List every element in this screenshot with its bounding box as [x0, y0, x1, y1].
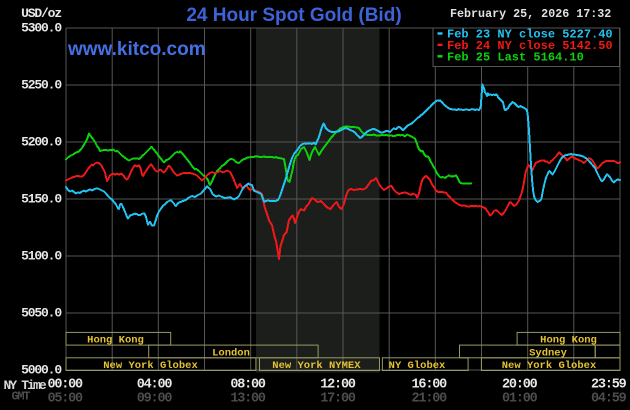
- svg-text:24 Hour Spot Gold (Bid): 24 Hour Spot Gold (Bid): [186, 5, 401, 26]
- svg-text:5300.0: 5300.0: [21, 21, 62, 36]
- svg-text:New York NYMEX: New York NYMEX: [272, 360, 361, 372]
- svg-text:05:00: 05:00: [47, 391, 83, 406]
- svg-text:5100.0: 5100.0: [21, 249, 62, 264]
- svg-text:NY Globex: NY Globex: [389, 360, 446, 372]
- svg-text:5050.0: 5050.0: [21, 306, 62, 321]
- svg-text:20:00: 20:00: [502, 377, 538, 392]
- svg-text:00:00: 00:00: [47, 377, 83, 392]
- svg-text:New York Globex: New York Globex: [103, 360, 198, 372]
- svg-text:16:00: 16:00: [412, 377, 448, 392]
- svg-text:USD/oz: USD/oz: [21, 6, 61, 21]
- svg-text:London: London: [212, 347, 250, 359]
- svg-text:21:00: 21:00: [412, 391, 448, 406]
- svg-text:www.kitco.com: www.kitco.com: [67, 39, 206, 60]
- svg-text:Feb 24 NY close 5142.50: Feb 24 NY close 5142.50: [447, 39, 613, 53]
- svg-text:GMT: GMT: [12, 390, 31, 404]
- svg-text:5200.0: 5200.0: [21, 135, 62, 150]
- svg-text:February 25, 2026 17:32: February 25, 2026 17:32: [450, 7, 611, 21]
- svg-text:13:00: 13:00: [230, 391, 266, 406]
- svg-text:Hong Kong: Hong Kong: [540, 335, 597, 347]
- svg-text:04:59: 04:59: [591, 391, 627, 406]
- svg-text:17:00: 17:00: [320, 391, 356, 406]
- svg-text:09:00: 09:00: [137, 391, 173, 406]
- svg-text:23:59: 23:59: [591, 377, 627, 392]
- svg-text:01:00: 01:00: [502, 391, 538, 406]
- svg-text:Hong Kong: Hong Kong: [87, 335, 144, 347]
- svg-text:12:00: 12:00: [320, 377, 356, 392]
- svg-text:5000.0: 5000.0: [21, 363, 62, 378]
- svg-text:NY Time: NY Time: [4, 378, 47, 393]
- svg-text:Sydney: Sydney: [529, 347, 568, 359]
- svg-text:5250.0: 5250.0: [21, 78, 62, 93]
- svg-text:08:00: 08:00: [230, 377, 266, 392]
- svg-text:5150.0: 5150.0: [21, 192, 62, 207]
- svg-text:Feb 23 NY close 5227.40: Feb 23 NY close 5227.40: [447, 28, 613, 42]
- svg-text:04:00: 04:00: [137, 377, 173, 392]
- svg-text:Feb 25 Last 5164.10: Feb 25 Last 5164.10: [447, 50, 584, 64]
- svg-text:New York Globex: New York Globex: [502, 360, 597, 372]
